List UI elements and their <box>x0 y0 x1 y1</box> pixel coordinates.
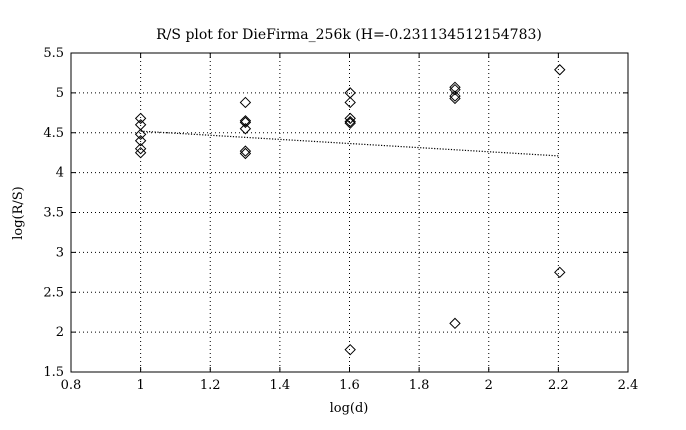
data-point-marker <box>134 128 147 141</box>
data-point-marker <box>449 90 461 102</box>
data-point-marker <box>134 135 147 147</box>
data-point-marker <box>449 317 461 330</box>
y-tick-labels: 1.5 2 2.5 3 3.5 4 4.5 5 5.5 <box>43 46 64 380</box>
y-tick-label: 4.5 <box>43 126 64 141</box>
data-point-marker <box>344 115 356 128</box>
data-point-marker <box>344 117 356 129</box>
data-point-marker <box>344 96 356 109</box>
data-point-marker <box>554 266 566 279</box>
data-point-marker <box>344 343 356 356</box>
x-tick-labels: 0.8 1 1.2 1.4 1.6 1.8 2 2.2 2.4 <box>61 378 639 393</box>
x-tick-label: 1.4 <box>270 378 291 393</box>
data-point-marker <box>239 147 252 160</box>
plot-frame <box>70 52 629 373</box>
x-tick-label: 2.2 <box>548 378 569 393</box>
data-point-marker <box>239 96 252 109</box>
y-tick-label: 4 <box>56 166 64 181</box>
chart-title: R/S plot for DieFirma_256k (H=-0.2311345… <box>156 27 542 43</box>
data-point-marker <box>239 123 252 135</box>
data-point-marker <box>449 81 461 93</box>
y-axis-label: log(R/S) <box>11 186 26 240</box>
y-tick-label: 3 <box>56 245 64 260</box>
x-tick-label: 1.6 <box>339 378 360 393</box>
x-axis-label: log(d) <box>330 401 369 416</box>
x-tick-label: 2 <box>485 378 493 393</box>
y-tick-label: 1.5 <box>43 365 64 380</box>
x-tick-label: 2.4 <box>618 378 639 393</box>
data-point-marker <box>239 116 252 129</box>
data-points <box>134 64 566 356</box>
y-tick-label: 5 <box>56 86 64 101</box>
data-point-marker <box>344 112 356 125</box>
data-point-marker <box>554 64 566 76</box>
y-tick-label: 2.5 <box>43 285 64 300</box>
x-tick-label: 1.8 <box>409 378 430 393</box>
x-tick-label: 1.2 <box>200 378 221 393</box>
y-tick-label: 3.5 <box>43 206 64 221</box>
data-point-marker <box>239 115 252 127</box>
data-point-marker <box>134 146 147 159</box>
y-tick-label: 2 <box>56 325 64 340</box>
data-point-marker <box>134 142 147 155</box>
y-tick-label: 5.5 <box>43 46 64 61</box>
x-tick-label: 0.8 <box>61 378 82 393</box>
data-point-marker <box>449 83 461 96</box>
x-tick-label: 1 <box>136 378 144 393</box>
data-point-marker <box>239 145 252 157</box>
data-point-marker <box>134 112 147 125</box>
data-point-marker <box>449 92 461 105</box>
